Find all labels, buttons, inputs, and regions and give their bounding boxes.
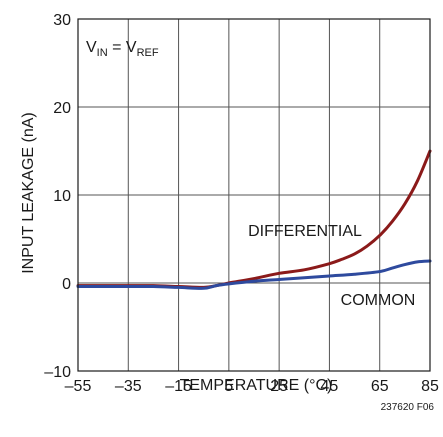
x-tick-label: 85 bbox=[421, 378, 439, 395]
x-tick-label: 25 bbox=[270, 378, 288, 395]
series-layer bbox=[76, 149, 432, 290]
condition-v1: V bbox=[86, 39, 97, 56]
tick-labels: –55 –35 –15 5 25 45 65 85 30 20 10 0 –10 bbox=[44, 12, 439, 395]
x-tick-label: 45 bbox=[321, 378, 339, 395]
condition-sub-ref: REF bbox=[137, 47, 159, 59]
condition-label: VIN = VREF bbox=[86, 39, 159, 59]
y-tick-label: 20 bbox=[53, 100, 71, 117]
plot-frame bbox=[77, 18, 431, 372]
figure-id: 237620 F06 bbox=[381, 402, 435, 413]
x-tick-label: 65 bbox=[371, 378, 389, 395]
x-tick-label: –15 bbox=[165, 378, 192, 395]
x-axis-label: TEMPERATURE (°C) bbox=[180, 377, 333, 394]
grid bbox=[77, 18, 431, 372]
x-tick-label: –55 bbox=[65, 378, 92, 395]
label-differential: DIFFERENTIAL bbox=[248, 223, 362, 240]
series-line-differential bbox=[76, 149, 432, 289]
y-tick-label: 10 bbox=[53, 188, 71, 205]
condition-eq: = V bbox=[108, 39, 137, 56]
x-tick-label: 5 bbox=[224, 378, 233, 395]
series-line-common bbox=[76, 259, 432, 290]
y-axis-label: INPUT LEAKAGE (nA) bbox=[20, 112, 37, 274]
x-tick-label: –35 bbox=[115, 378, 142, 395]
y-tick-label: 0 bbox=[62, 276, 71, 293]
condition-sub-in: IN bbox=[97, 47, 108, 59]
y-tick-label: 30 bbox=[53, 12, 71, 29]
y-tick-label: –10 bbox=[44, 364, 71, 381]
label-common: COMMON bbox=[341, 292, 416, 309]
